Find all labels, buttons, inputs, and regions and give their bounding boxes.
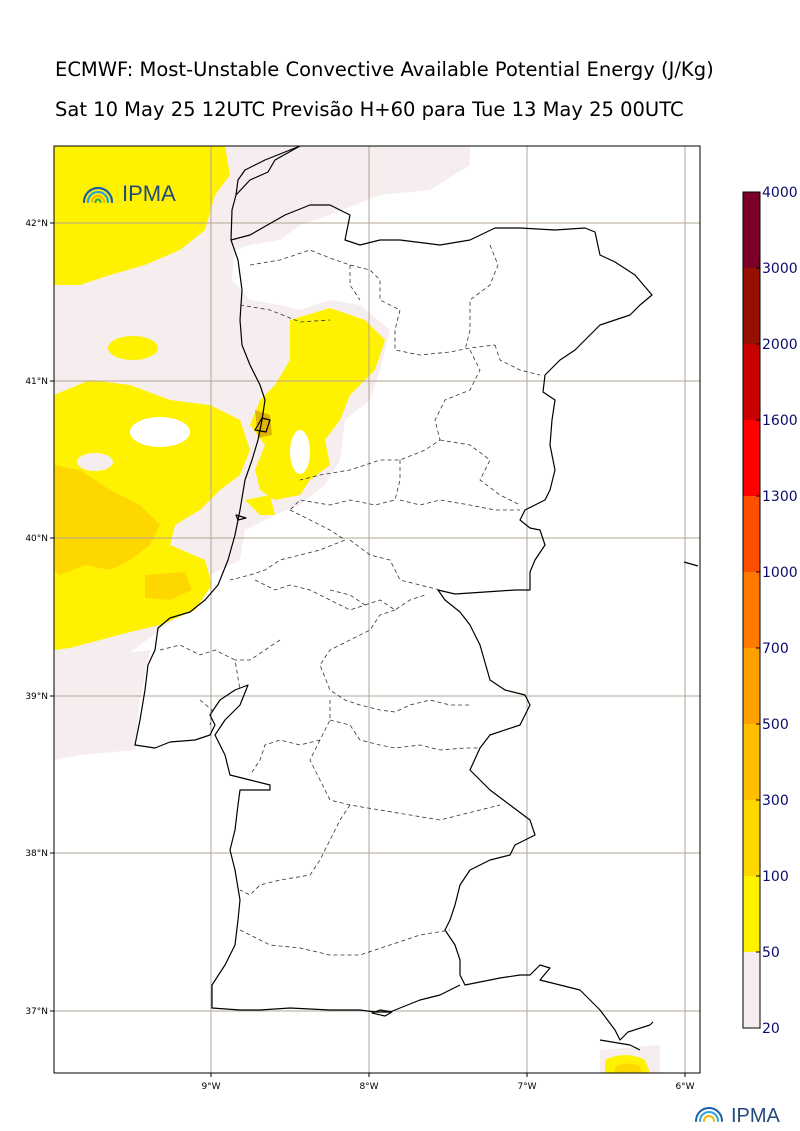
colorbar-bin-2000-3000 — [743, 268, 760, 344]
lat-label-39n: 39°N — [25, 692, 48, 702]
colorbar-label-500: 500 — [762, 717, 789, 733]
colorbar-label-4000: 4000 — [762, 185, 798, 201]
lat-label-42n: 42°N — [25, 219, 48, 229]
colorbar-label-20: 20 — [762, 1021, 780, 1037]
colorbar-label-1000: 1000 — [762, 565, 798, 581]
colorbar-label-50: 50 — [762, 945, 780, 961]
colorbar-label-100: 100 — [762, 869, 789, 885]
lat-label-37n: 37°N — [25, 1007, 48, 1017]
shade-100-300-w — [54, 465, 160, 575]
lat-label-41n: 41°N — [25, 377, 48, 387]
colorbar-bin-1000-1300 — [743, 496, 760, 572]
colorbar-bin-3000-4000 — [743, 192, 760, 268]
colorbar-bin-500-700 — [743, 648, 760, 724]
shade-50-100-w — [54, 380, 250, 650]
shade-50-100-small — [245, 495, 275, 515]
colorbar-label-3000: 3000 — [762, 261, 798, 277]
shade-50-100-coast — [250, 308, 385, 500]
colorbar-bin-100-300 — [743, 800, 760, 876]
hole-1 — [130, 417, 190, 447]
lon-label-8w: 8°W — [359, 1082, 378, 1092]
colorbar-bin-300-500 — [743, 724, 760, 800]
chart-title: ECMWF: Most-Unstable Convective Availabl… — [55, 58, 714, 81]
colorbar-label-1300: 1300 — [762, 489, 798, 505]
colorbar-bin-1300-1600 — [743, 420, 760, 496]
hole-3 — [290, 430, 310, 474]
colorbar-label-300: 300 — [762, 793, 789, 809]
hole-2 — [77, 453, 113, 471]
shade-100-300-se — [615, 1063, 642, 1073]
shade-50-100-blob — [108, 336, 158, 360]
colorbar-label-700: 700 — [762, 641, 789, 657]
colorbar-frame — [742, 191, 761, 1029]
shade-20-50-south — [54, 650, 150, 760]
map-frame — [53, 145, 701, 1074]
lat-label-38n: 38°N — [25, 849, 48, 859]
shade-100-300-sw — [145, 572, 192, 600]
lon-label-6w: 6°W — [675, 1082, 694, 1092]
colorbar-label-1600: 1600 — [762, 413, 798, 429]
colorbar-bin-1600-2000 — [743, 344, 760, 420]
rainbow-icon-footer — [695, 1107, 723, 1122]
lon-label-9w: 9°W — [201, 1082, 220, 1092]
logo-text-footer: IPMA — [731, 1105, 781, 1127]
axis-ticks — [50, 222, 686, 1077]
lat-label-40n: 40°N — [25, 534, 48, 544]
coastline — [134, 145, 699, 1051]
cape-field — [54, 146, 660, 1073]
chart-subtitle: Sat 10 May 25 12UTC Previsão H+60 para T… — [55, 98, 684, 121]
logo-text-map: IPMA — [122, 181, 176, 206]
colorbar-bin-20-50 — [743, 952, 760, 1028]
shade-50-100-nw — [54, 146, 230, 285]
ipma-logo-footer: IPMA — [695, 1105, 781, 1127]
rainbow-icon — [82, 186, 114, 204]
colorbar-bin-50-100 — [743, 876, 760, 952]
colorbar-bin-700-1000 — [743, 572, 760, 648]
ipma-logo-map: IPMA — [82, 181, 176, 206]
colorbar: 20 50 100 300 500 700 1000 1300 1600 2000 3000 4000 — [742, 185, 798, 1037]
district-boundaries — [159, 244, 541, 956]
lon-label-7w: 7°W — [517, 1082, 536, 1092]
colorbar-label-2000: 2000 — [762, 337, 798, 353]
